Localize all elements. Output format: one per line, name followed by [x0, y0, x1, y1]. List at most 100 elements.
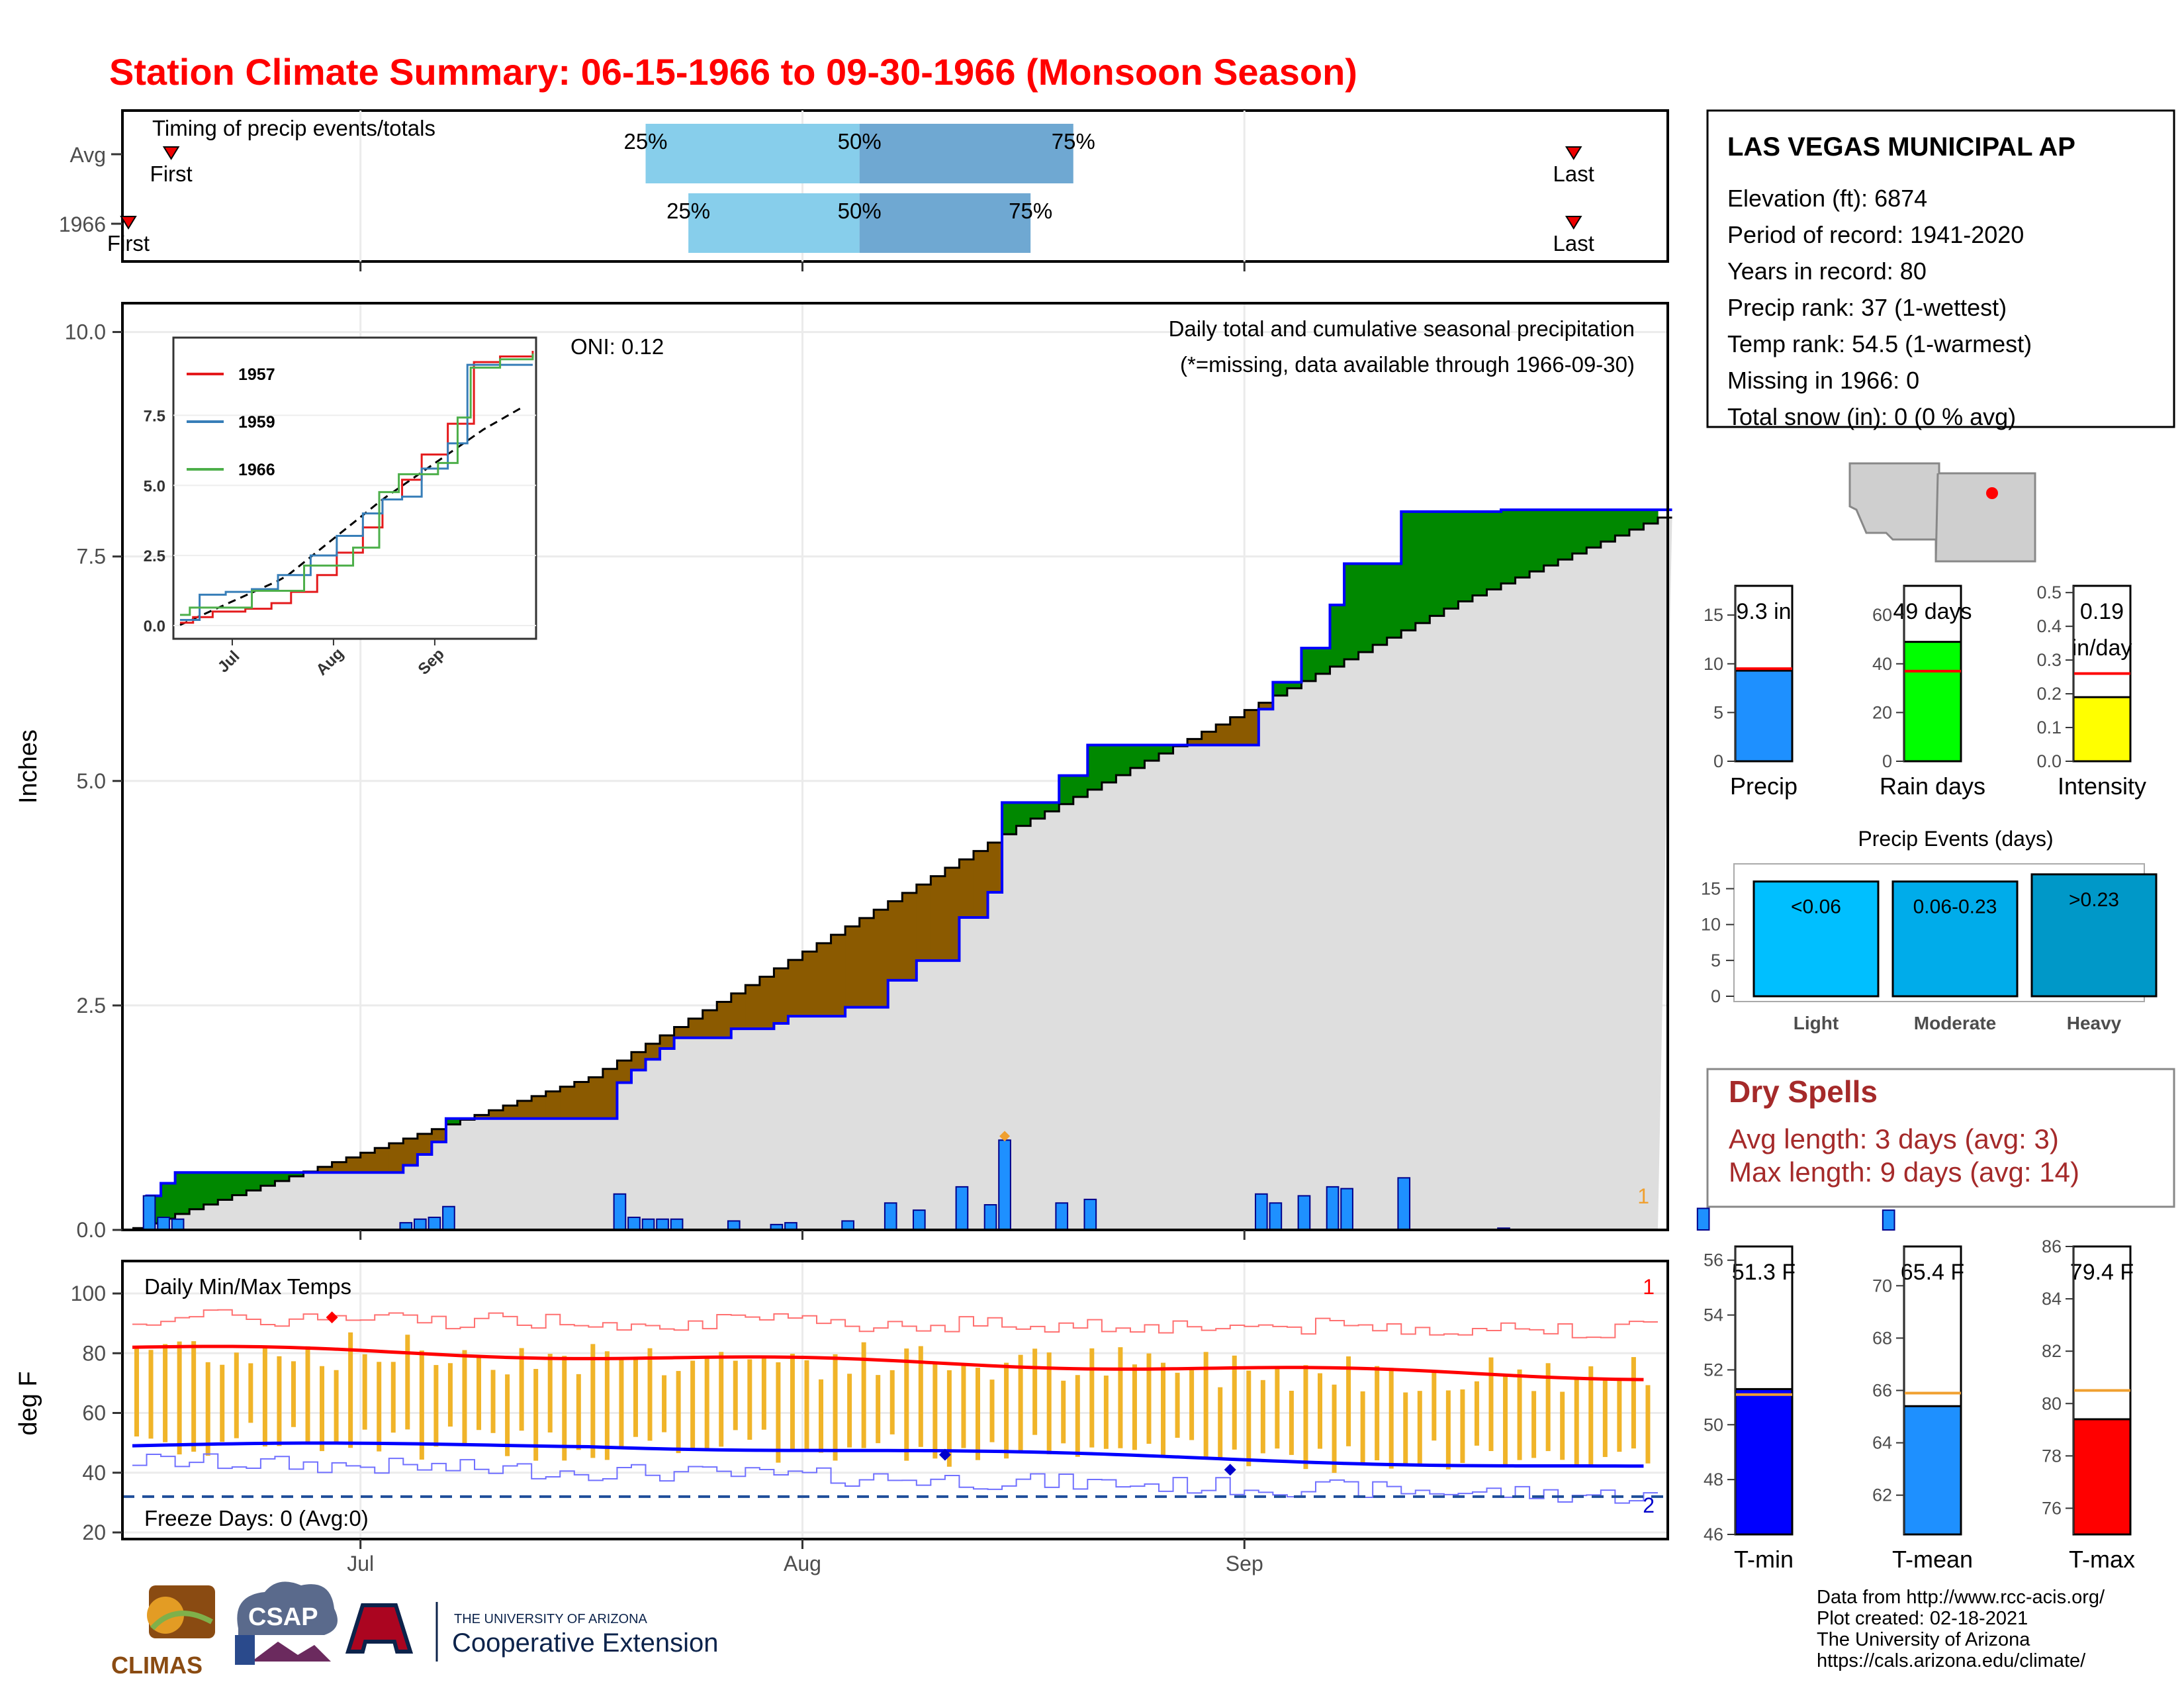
daily-temp-range-bar	[148, 1350, 154, 1439]
tmean-summary-ytick-label: 64	[1872, 1433, 1892, 1453]
daily-precip-bar	[157, 1217, 170, 1231]
below-normal-fill	[959, 859, 974, 917]
intensity-summary-ytick-label: 0.0	[2036, 751, 2062, 771]
inset-legend-label: 1959	[238, 413, 275, 432]
daily-precip-bar	[727, 1220, 741, 1231]
daily-temp-range-bar	[177, 1341, 182, 1455]
below-normal-fill	[560, 1086, 575, 1119]
tmax-summary: 79.4 F T-max 76 78 80 82 84 86	[2042, 1237, 2135, 1573]
tmin-summary: 51.3 F T-min 46 48 50 52 54 56	[1704, 1245, 1796, 1573]
daily-temp-range-bar	[1517, 1369, 1522, 1460]
daily-temp-range-bar	[1388, 1368, 1394, 1469]
precip-events-panel: Precip Events (days) 0 5 10 15 <0.06 Light 0.0…	[1701, 827, 2158, 1033]
daily-temp-range-bar	[776, 1362, 781, 1463]
locator-map	[1846, 460, 2038, 565]
precip-ytick-label: 2.5	[77, 994, 106, 1017]
dry-spells-title: Dry Spells	[1729, 1074, 1878, 1109]
daily-temp-range-bar	[590, 1344, 596, 1458]
daily-temp-range-bar	[505, 1374, 510, 1456]
tmean-summary-ytick-label: 62	[1872, 1485, 1892, 1505]
daily-temp-range-bar	[1146, 1353, 1152, 1444]
below-normal-fill	[717, 1002, 732, 1038]
daily-temp-range-bar	[1545, 1363, 1551, 1452]
daily-temp-range-bar	[619, 1357, 624, 1448]
intensity-summary-value-label: in/day	[2072, 635, 2132, 661]
daily-temp-range-bar	[334, 1370, 339, 1445]
daily-temp-range-bar	[1474, 1381, 1479, 1446]
above-normal-fill	[1144, 745, 1160, 761]
temp-heading: Daily Min/Max Temps	[144, 1274, 351, 1299]
freeze-days: Freeze Days: 0 (Avg:0)	[144, 1506, 369, 1530]
daily-precip-bar	[841, 1220, 854, 1231]
daily-temp-range-bar	[163, 1344, 168, 1442]
daily-temp-range-bar	[975, 1368, 980, 1460]
daily-precip-bar	[1297, 1195, 1311, 1231]
station-info-box: LAS VEGAS MUNICIPAL AP Elevation (ft): 6…	[1706, 109, 2175, 430]
rain-days-summary-axis-label: Rain days	[1880, 773, 1985, 800]
above-normal-fill	[1543, 510, 1559, 566]
daily-temp-range-bar	[234, 1352, 239, 1438]
daily-temp-range-bar	[1531, 1391, 1537, 1458]
daily-temp-range-bar	[291, 1361, 296, 1427]
above-normal-fill	[1443, 511, 1459, 609]
rain-days-summary-ytick-label: 20	[1872, 702, 1892, 722]
above-normal-fill	[1358, 563, 1373, 653]
daily-temp-range-bar	[1161, 1362, 1166, 1457]
daily-temp-range-bar	[1118, 1347, 1123, 1448]
timing-upper-quartile-bar	[859, 193, 1031, 253]
below-normal-fill	[845, 926, 860, 1008]
timing-row-avg-label: Avg	[69, 143, 106, 167]
inset-series-1966	[180, 353, 534, 616]
below-normal-fill	[731, 993, 746, 1029]
events-ytick-label: 0	[1711, 986, 1721, 1006]
daily-temp-range-bar	[761, 1357, 766, 1430]
daily-temp-range-bar	[433, 1365, 439, 1447]
tmean-summary: 65.4 F T-mean 62 64 66 68 70	[1872, 1245, 1973, 1573]
event-bar-range-label: <0.06	[1791, 896, 1841, 918]
daily-temp-range-bar	[1574, 1380, 1579, 1466]
rain-days-summary-ytick-label: 40	[1872, 654, 1892, 674]
daily-temp-range-bar	[519, 1348, 524, 1431]
first-event-label: First	[107, 231, 150, 256]
daily-temp-range-bar	[1588, 1366, 1594, 1466]
record-low-line	[132, 1453, 1658, 1504]
above-normal-fill	[1472, 511, 1488, 596]
daily-temp-range-bar	[1046, 1352, 1052, 1454]
daily-precip-bar	[428, 1217, 441, 1231]
daily-temp-range-bar	[1645, 1385, 1651, 1464]
daily-temp-range-bar	[946, 1370, 952, 1467]
daily-temp-range-bar	[1089, 1348, 1095, 1448]
daily-temp-range-bar	[576, 1374, 581, 1450]
intensity-summary-ytick-label: 0.3	[2036, 650, 2062, 670]
below-normal-fill	[531, 1096, 547, 1119]
daily-precip-bar	[641, 1218, 655, 1231]
below-normal-fill	[1201, 731, 1216, 745]
month-label: Aug	[784, 1552, 821, 1575]
daily-temp-range-bar	[220, 1364, 225, 1442]
precip-summary-ytick-label: 0	[1713, 751, 1723, 771]
below-normal-fill	[360, 1152, 375, 1173]
below-normal-fill	[788, 960, 803, 1017]
below-normal-fill	[332, 1162, 347, 1173]
above-normal-fill	[232, 1172, 247, 1196]
tmax-summary-axis-label: T-max	[2069, 1546, 2135, 1573]
daily-temp-range-bar	[447, 1363, 453, 1427]
timing-percentile-label: 25%	[666, 199, 710, 223]
daily-temp-range-bar	[1432, 1371, 1437, 1441]
below-normal-fill	[887, 901, 903, 980]
above-normal-fill	[1529, 510, 1545, 572]
daily-temp-range-bar	[562, 1356, 567, 1461]
inset-ytick-label: 0.0	[144, 618, 165, 635]
below-normal-fill	[944, 867, 960, 961]
inset-series-1959	[180, 363, 533, 622]
below-normal-fill	[874, 910, 889, 1008]
temp-ytick-label: 20	[82, 1521, 106, 1544]
below-normal-fill	[902, 892, 917, 980]
temperature-panel: Daily Min/Max Temps Freeze Days: 0 (Avg:…	[15, 1230, 1669, 1575]
rain-days-summary-value-bar	[1903, 641, 1962, 763]
daily-temp-range-bar	[918, 1346, 923, 1447]
station-snow: Total snow (in): 0 (0 % avg)	[1727, 403, 2016, 430]
event-bar-moderate	[1891, 880, 2019, 998]
tmax-summary-ytick-label: 78	[2042, 1446, 2062, 1466]
timing-upper-quartile-bar	[859, 124, 1073, 183]
